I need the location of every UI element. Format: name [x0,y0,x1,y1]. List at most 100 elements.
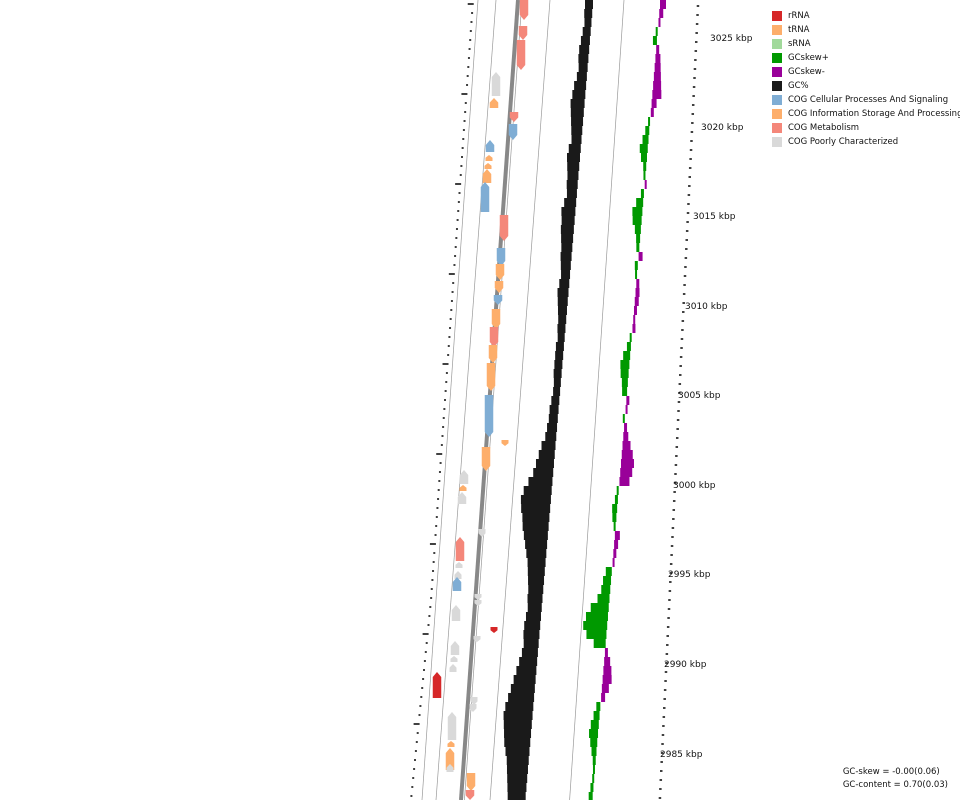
gc-content-track [503,0,593,800]
scale-label-2990: 2990 kbp [664,660,707,670]
gene-feature [459,485,467,491]
guide-line [421,0,479,800]
legend-swatch [772,25,782,35]
legend-label: GC% [788,81,809,91]
gene-feature [481,447,491,471]
legend-label: tRNA [788,25,810,35]
feature-tracks [432,0,529,800]
gene-feature [455,537,465,561]
scale-label-3025: 3025 kbp [710,34,753,44]
legend-label: COG Poorly Characterized [788,137,899,147]
scale-text: 3025 kbp [710,34,753,44]
legend: rRNA tRNA sRNA GCskew+ GCskew- GC% COG C… [772,9,960,149]
scale-text: 3000 kbp [673,481,716,491]
scale-label-3010: 3010 kbp [685,302,728,312]
gc-content-area [503,0,593,800]
gene-feature [470,697,478,705]
legend-item-rrna: rRNA [772,9,960,23]
gene-feature [465,790,475,800]
legend-item-cog-poorly: COG Poorly Characterized [772,135,960,149]
legend-item-gcskew-neg: GCskew- [772,65,960,79]
legend-swatch [772,137,782,147]
legend-label: COG Cellular Processes And Signaling [788,95,949,105]
legend-swatch [772,95,782,105]
scale-text: 3015 kbp [693,212,736,222]
gc-skew-negative-area [601,0,666,702]
scale-label-3020: 3020 kbp [701,123,744,133]
gene-feature [474,600,482,606]
gc-skew-stat: GC-skew = -0.00(0.06) [842,767,940,777]
gene-feature [445,748,455,770]
gene-feature [493,295,503,305]
gene-feature [482,169,492,183]
gene-feature [508,124,518,140]
gene-feature [518,26,528,40]
scale-label-3000: 3000 kbp [673,481,716,491]
gene-feature [486,363,496,391]
outer-tick-ring [410,3,474,797]
rrna-feature [490,627,498,633]
legend-swatch [772,123,782,133]
legend-item-srna: sRNA [772,37,960,51]
gene-feature [446,764,454,772]
gene-feature [516,40,526,70]
gc-content-stat: GC-content = 0.70(0.03) [842,780,948,790]
genome-stats: GC-skew = -0.00(0.06) GC-content = 0.70(… [843,766,948,792]
gene-feature [485,140,495,152]
gene-feature [489,327,499,347]
gene-feature [484,395,494,437]
legend-label: COG Metabolism [788,123,860,133]
gene-feature [466,773,476,791]
gene-feature [450,656,458,662]
scale-text: 2985 kbp [660,750,703,760]
gene-feature [473,636,481,642]
scale-label-2995: 2995 kbp [668,570,711,580]
gene-feature [449,664,457,672]
gene-feature [496,248,506,266]
legend-item-cog-information: COG Information Storage And Processing [772,107,960,121]
legend-label: sRNA [788,39,811,49]
legend-item-cog-cellular: COG Cellular Processes And Signaling [772,93,960,107]
gene-feature [447,741,455,747]
gene-feature [450,641,460,655]
legend-label: GCskew- [788,67,825,77]
legend-swatch [772,81,782,91]
gene-feature [488,345,498,363]
scale-text: 3020 kbp [701,123,744,133]
gene-feature [455,562,463,568]
legend-swatch [772,53,782,63]
legend-swatch [772,109,782,119]
gene-feature [454,571,462,579]
scale-text: 2990 kbp [664,660,707,670]
kbp-scale: 3025 kbp 3020 kbp 3015 kbp 3010 kbp 3005… [658,5,753,799]
legend-swatch [772,11,782,21]
guide-line [569,0,625,800]
legend-label: rRNA [788,11,810,21]
legend-item-gcskew-pos: GCskew+ [772,51,960,65]
legend-swatch [772,39,782,49]
gene-feature [491,309,501,329]
scale-label-2985: 2985 kbp [660,750,703,760]
gene-feature [459,470,469,484]
gene-feature [447,712,457,740]
gene-feature [451,605,461,621]
legend-item-trna: tRNA [772,23,960,37]
gene-feature [480,182,490,212]
gene-feature [489,98,499,108]
gene-feature [474,594,482,600]
scale-text: 3005 kbp [678,391,721,401]
gene-feature [494,281,504,293]
gene-feature [509,112,519,122]
gene-feature [501,440,509,446]
legend-item-gc-content: GC% [772,79,960,93]
legend-label: GCskew+ [788,53,829,63]
guide-line [489,0,551,800]
gene-feature [484,163,492,169]
scale-label-3005: 3005 kbp [678,391,721,401]
gene-feature [457,492,467,504]
gc-skew-positive-area [583,27,658,800]
gene-feature [491,72,501,96]
legend-swatch [772,67,782,77]
gene-feature [485,155,493,161]
scale-text: 3010 kbp [685,302,728,312]
